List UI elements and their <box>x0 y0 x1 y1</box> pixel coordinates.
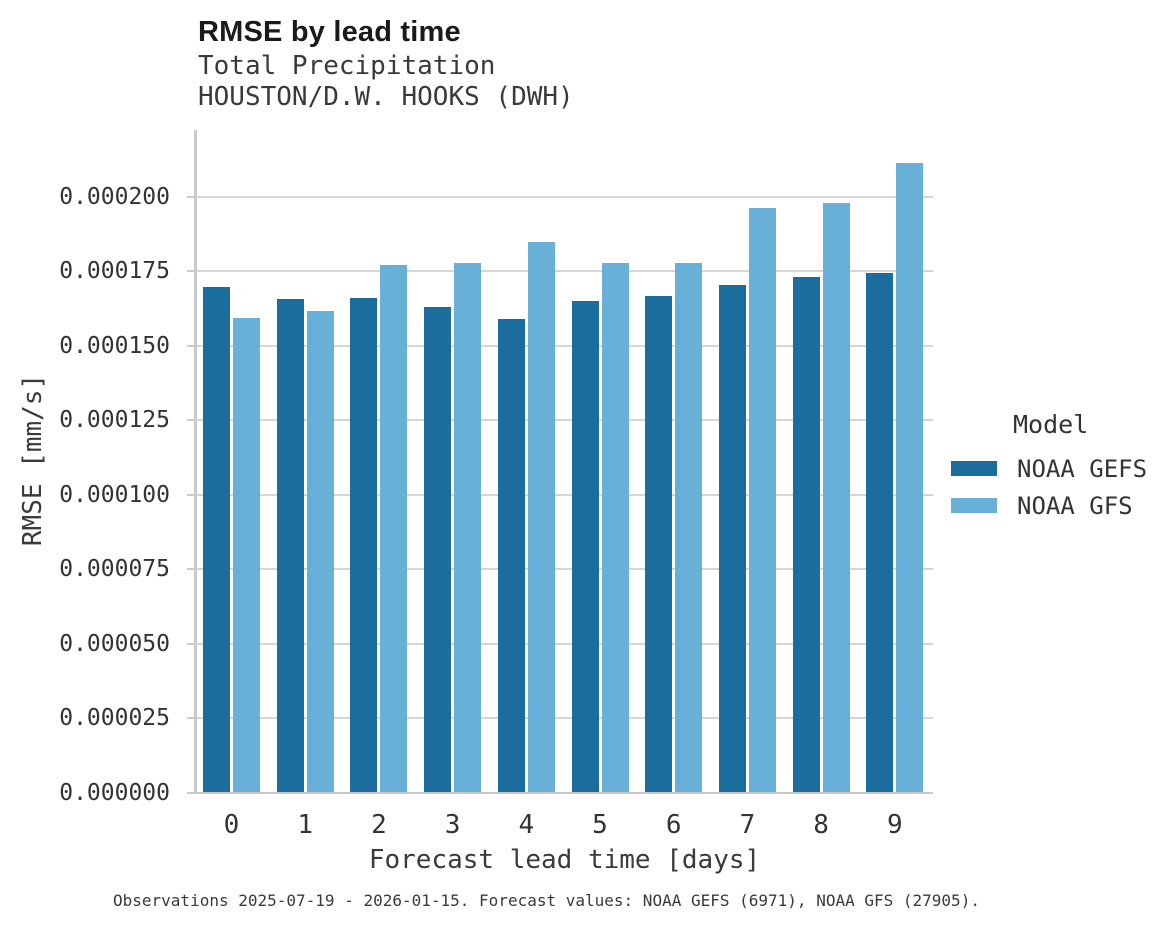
y-tick-label: 0.000050 <box>59 630 170 657</box>
y-tick-mark <box>187 642 194 645</box>
gridline <box>196 642 933 645</box>
subtitle-variable: Total Precipitation <box>198 51 496 81</box>
x-axis-label: Forecast lead time [days] <box>368 845 761 875</box>
bar-noaa-gfs-day1 <box>306 311 334 793</box>
legend-entry-gefs: NOAA GEFS <box>951 450 1147 487</box>
y-tick-label: 0.000025 <box>59 705 170 732</box>
gridline <box>196 344 933 347</box>
y-tick-mark <box>187 792 194 794</box>
bar-noaa-gfs-day0 <box>233 317 260 793</box>
x-tick-label: 6 <box>665 810 682 840</box>
x-tick-label: 2 <box>371 810 387 840</box>
y-tick-mark <box>187 419 194 422</box>
gridline <box>196 195 933 198</box>
gridline <box>196 419 933 422</box>
bar-noaa-gfs-day4 <box>527 242 555 793</box>
bar-noaa-gefs-day6 <box>645 296 673 793</box>
bar-noaa-gefs-day8 <box>792 277 820 793</box>
bar-noaa-gefs-day5 <box>571 300 599 793</box>
bar-noaa-gfs-day8 <box>822 203 850 793</box>
x-tick-label: 5 <box>592 810 608 840</box>
bar-noaa-gefs-day7 <box>718 284 746 793</box>
x-tick-label: 4 <box>518 810 535 840</box>
y-tick-label: 0.000125 <box>59 407 170 434</box>
bar-noaa-gfs-day2 <box>380 264 408 793</box>
legend: Model NOAA GEFS NOAA GFS <box>951 410 1147 524</box>
bar-noaa-gfs-day7 <box>748 207 776 793</box>
bar-noaa-gefs-day9 <box>866 272 894 793</box>
gridline <box>196 493 933 496</box>
x-tick-label: 7 <box>739 810 756 840</box>
caption: Observations 2025-07-19 - 2026-01-15. Fo… <box>113 891 980 910</box>
bar-noaa-gfs-day9 <box>896 163 924 793</box>
chart-title: RMSE by lead time <box>198 16 461 48</box>
y-axis-label: RMSE [mm/s] <box>18 373 48 547</box>
legend-label-gfs: NOAA GFS <box>1017 491 1133 520</box>
y-tick-label: 0.000075 <box>59 556 170 583</box>
gridline <box>196 568 933 571</box>
legend-title: Model <box>1013 410 1089 439</box>
x-tick-label: 0 <box>223 810 240 840</box>
plot-area <box>187 130 933 794</box>
bar-noaa-gfs-day5 <box>601 263 629 793</box>
bar-noaa-gefs-day0 <box>203 287 230 793</box>
x-axis-line <box>194 791 933 794</box>
y-tick-mark <box>187 717 194 720</box>
y-tick-label: 0.000175 <box>59 258 170 285</box>
bar-noaa-gefs-day4 <box>497 318 525 793</box>
gridline <box>196 717 933 720</box>
subtitle-station: HOUSTON/D.W. HOOKS (DWH) <box>198 82 574 112</box>
y-tick-mark <box>187 568 194 571</box>
y-tick-label: 0.000150 <box>59 332 170 359</box>
x-tick-label: 3 <box>444 810 461 840</box>
y-tick-label: 0.000000 <box>59 780 170 806</box>
y-tick-mark <box>187 270 194 273</box>
gridline <box>196 270 933 273</box>
legend-swatch-gfs-icon <box>951 498 997 513</box>
legend-entry-gfs: NOAA GFS <box>951 487 1147 524</box>
y-axis-line <box>194 130 197 794</box>
x-tick-label: 1 <box>297 810 314 840</box>
y-tick-mark <box>187 344 194 347</box>
bar-noaa-gefs-day3 <box>424 307 452 793</box>
x-tick-label: 9 <box>886 810 903 840</box>
y-tick-label: 0.000100 <box>59 481 170 508</box>
chart-subtitle: Total Precipitation HOUSTON/D.W. HOOKS (D… <box>198 51 574 113</box>
y-tick-label: 0.000200 <box>59 183 170 210</box>
legend-label-gefs: NOAA GEFS <box>1017 454 1148 483</box>
y-tick-mark <box>187 493 194 496</box>
y-tick-mark <box>187 195 194 198</box>
legend-swatch-gefs-icon <box>951 461 997 476</box>
bar-noaa-gfs-day6 <box>675 263 703 793</box>
bar-noaa-gefs-day1 <box>276 298 304 793</box>
x-tick-label: 8 <box>813 810 829 840</box>
bar-noaa-gefs-day2 <box>350 297 378 793</box>
bar-noaa-gfs-day3 <box>454 263 482 793</box>
